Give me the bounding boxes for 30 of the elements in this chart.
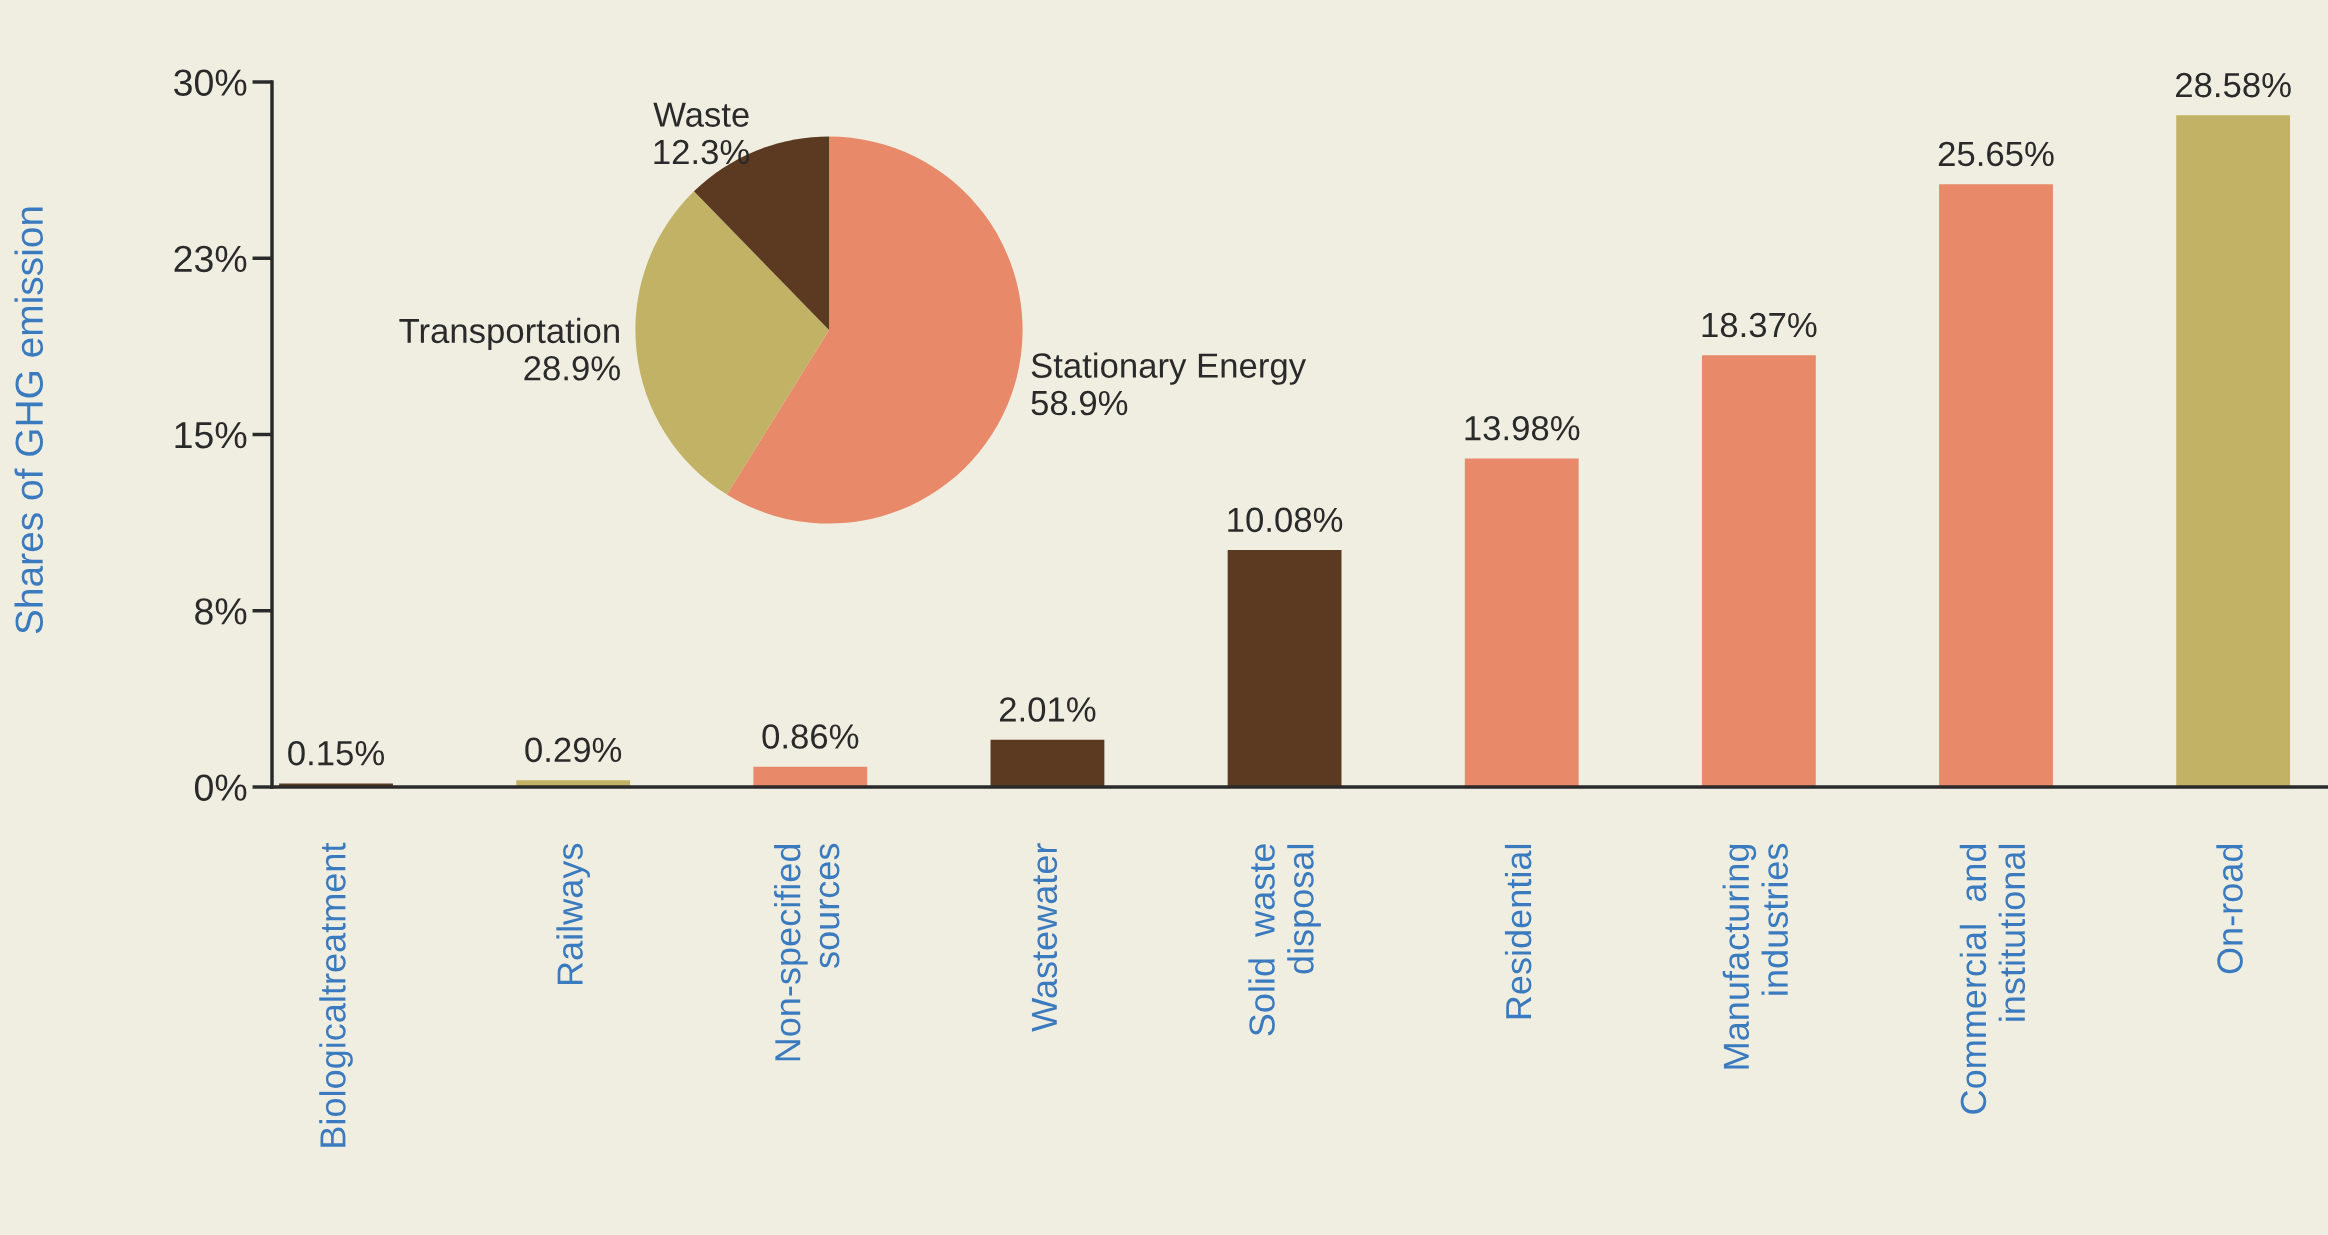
data-label: 0.15% (288, 740, 385, 766)
data-label: 28.9% (524, 356, 620, 381)
slice-label: Transportation (399, 317, 619, 351)
y-tick-label: 30% (174, 69, 247, 96)
slice-label: Waste (653, 102, 749, 127)
x-tick-label: Non-specified sources (774, 843, 840, 1061)
data-label: 2.01% (999, 697, 1096, 722)
x-tick-label: Commercial and institutional (1959, 844, 2026, 1114)
x-tick-label: Manufacturing industries (1722, 843, 1789, 1069)
data-label: 25.65% (1938, 141, 2054, 167)
y-tick-label: 15% (175, 422, 247, 449)
slice-label: Stationary Energy (1031, 352, 1307, 385)
x-tick-label: Railways (556, 843, 590, 985)
y-tick-label: 8% (195, 598, 247, 625)
data-label: 12.3% (654, 139, 750, 165)
y-tick-label: 23% (174, 245, 247, 273)
data-label: 0.86% (762, 724, 859, 749)
data-label: 28.58% (2176, 72, 2291, 98)
y-tick-label: 0% (194, 774, 247, 801)
data-label: 10.08% (1228, 507, 1343, 533)
data-label: 0.29% (525, 737, 622, 763)
y-axis-title: Shares of GHG emission (14, 207, 44, 634)
x-tick-label: Solid waste disposal (1248, 844, 1321, 1036)
data-label: 18.37% (1702, 312, 1817, 338)
data-label: 58.9% (1031, 390, 1128, 416)
data-label: 13.98% (1465, 415, 1580, 441)
x-tick-label: Residential (1504, 844, 1532, 1019)
x-tick-label: Wastewater (1031, 843, 1058, 1032)
x-tick-label: On-road (2216, 844, 2243, 974)
x-tick-label: Biologicaltreatment (319, 842, 353, 1147)
